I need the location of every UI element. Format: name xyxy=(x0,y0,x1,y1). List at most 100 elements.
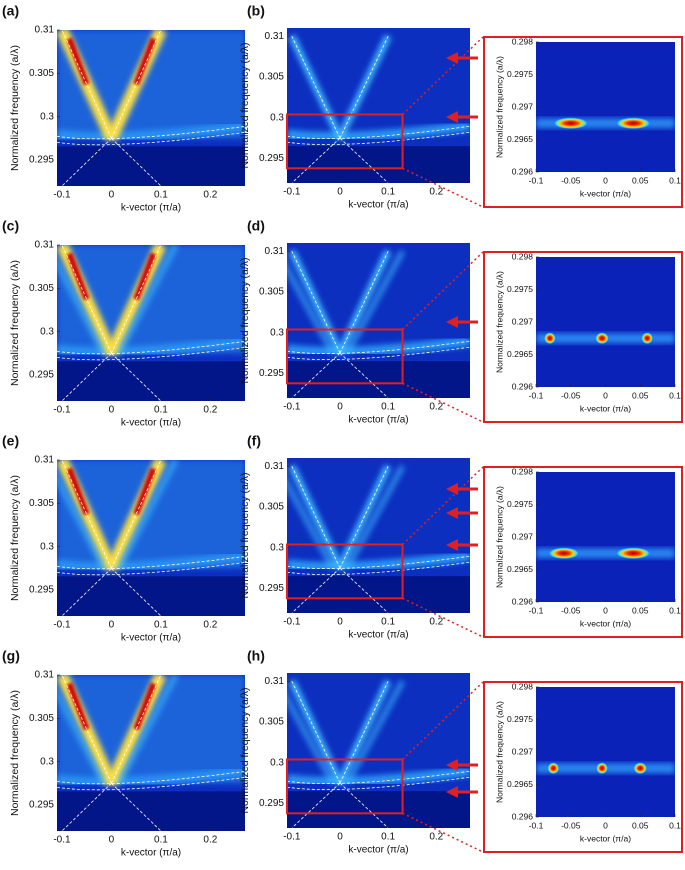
x-tick-label: 0.05 xyxy=(632,605,649,615)
x-tick-label: -0.1 xyxy=(283,402,301,413)
dashed-curve xyxy=(57,776,245,791)
y-tick-label: 0.297 xyxy=(512,101,534,111)
panel: 0.296 0.2965 0.297 0.2975 0.298 -0.1 -0.05 0 0.0… xyxy=(483,466,683,638)
x-axis-label: k-vector (π/a) xyxy=(121,203,181,214)
x-tick-label: -0.1 xyxy=(529,605,544,615)
lower-dark xyxy=(287,146,470,183)
x-tick-label: -0.1 xyxy=(53,405,71,416)
y-tick-label: 0.296 xyxy=(512,166,534,176)
x-tick-label: -0.1 xyxy=(529,390,544,400)
panel: 0.295 0.3 0.305 0.31 -0.1 0 0.1 0.2 k-vector (π/… xyxy=(2,433,245,644)
y-tick-label: 0.295 xyxy=(29,155,54,166)
panel: 0.296 0.2965 0.297 0.2975 0.298 -0.1 -0.05 0 0.0… xyxy=(483,681,683,853)
dashed-guide xyxy=(339,680,389,784)
v-core xyxy=(66,37,90,86)
x-tick-label: 0.05 xyxy=(632,820,649,830)
y-axis-label: Normalized frequency (a/λ) xyxy=(494,701,504,803)
panel: 0.296 0.2965 0.297 0.2975 0.298 -0.1 -0.05 0 0.0… xyxy=(483,251,683,423)
x-tick-label: 0.1 xyxy=(154,835,168,846)
panel-label: (b) xyxy=(247,3,265,19)
dashed-guide xyxy=(111,783,162,831)
y-tick-label: 0.3 xyxy=(270,327,284,338)
heatmap xyxy=(536,42,675,172)
panel: 0.295 0.3 0.305 0.31 -0.1 0 0.1 0.2 k-vector (π/… xyxy=(2,218,245,429)
y-tick-label: 0.305 xyxy=(29,713,54,724)
dashed-curve xyxy=(287,770,470,784)
x-axis-label: k-vector (π/a) xyxy=(580,833,631,843)
x-tick-label: 0 xyxy=(109,620,115,631)
x-tick-label: 0.1 xyxy=(381,187,395,198)
x-tick-label: 0.2 xyxy=(203,190,217,201)
x-tick-label: 0.05 xyxy=(632,175,649,185)
dashed-curve xyxy=(57,340,245,355)
arrow-head xyxy=(446,111,458,123)
hotspot xyxy=(552,117,589,130)
dashed-curve xyxy=(287,776,470,790)
x-axis-label: k-vector (π/a) xyxy=(348,415,408,426)
dashed-guide xyxy=(111,568,162,616)
x-tick-label: 0.1 xyxy=(669,390,681,400)
y-tick-label: 0.305 xyxy=(29,283,54,294)
v-core xyxy=(66,682,90,731)
x-tick-label: 0.1 xyxy=(154,405,168,416)
band xyxy=(287,766,470,787)
y-tick-label: 0.297 xyxy=(512,316,534,326)
v-core xyxy=(133,37,157,86)
y-axis-label: Normalized frequency (a/λ) xyxy=(494,486,504,588)
lower-dark xyxy=(57,361,245,401)
x-tick-label: -0.1 xyxy=(529,175,544,185)
heatmap xyxy=(287,458,470,613)
dashed-guide xyxy=(111,138,162,186)
x-tick-label: -0.1 xyxy=(283,187,301,198)
x-tick-label: 0.1 xyxy=(381,402,395,413)
y-tick-label: 0.31 xyxy=(35,25,55,36)
arrow-head xyxy=(446,52,458,64)
heatmap xyxy=(57,30,245,186)
v-side xyxy=(344,679,406,785)
band xyxy=(287,121,470,142)
v-side xyxy=(57,687,107,785)
x-tick-label: 0.1 xyxy=(381,832,395,843)
hotspot xyxy=(547,547,580,560)
y-axis-label: Normalized frequency (a/λ) xyxy=(494,56,504,158)
x-tick-label: -0.05 xyxy=(561,605,581,615)
dashed-curve xyxy=(287,555,470,569)
x-tick-label: 0.2 xyxy=(203,620,217,631)
lower-dark xyxy=(57,146,245,186)
dashed-curve xyxy=(287,131,470,145)
dashed-curve xyxy=(287,125,470,139)
y-tick-label: 0.31 xyxy=(265,676,285,687)
dashed-guide xyxy=(291,352,341,398)
x-tick-label: 0 xyxy=(603,390,608,400)
x-tick-label: 0.2 xyxy=(203,835,217,846)
y-axis-label: Normalized frequency (a/λ) xyxy=(494,271,504,373)
dashed-curve xyxy=(57,131,245,146)
y-tick-label: 0.296 xyxy=(512,381,534,391)
y-tick-label: 0.31 xyxy=(265,246,285,257)
band xyxy=(287,551,470,572)
x-tick-label: 0 xyxy=(603,175,608,185)
heatmap xyxy=(536,257,675,387)
zoom-link xyxy=(402,251,484,331)
y-tick-label: 0.298 xyxy=(512,681,534,691)
x-tick-label: -0.1 xyxy=(53,620,71,631)
arrow-head xyxy=(446,759,458,771)
x-tick-label: 0 xyxy=(337,402,343,413)
dashed-guide xyxy=(339,782,389,828)
arrow-head xyxy=(446,507,458,519)
zoom-frame xyxy=(483,36,683,208)
y-tick-label: 0.305 xyxy=(259,72,284,83)
band xyxy=(287,336,470,357)
y-tick-label: 0.2965 xyxy=(507,134,533,144)
y-tick-label: 0.31 xyxy=(265,31,285,42)
x-tick-label: -0.05 xyxy=(561,390,581,400)
v-side xyxy=(344,464,406,570)
panel-label: (g) xyxy=(2,648,20,664)
x-tick-label: 0.1 xyxy=(669,175,681,185)
dashed-guide xyxy=(291,680,341,784)
x-tick-label: 0 xyxy=(603,605,608,615)
dashed-curve xyxy=(287,561,470,575)
y-tick-label: 0.296 xyxy=(512,596,534,606)
y-tick-label: 0.3 xyxy=(40,756,54,767)
x-tick-label: 0.1 xyxy=(154,620,168,631)
